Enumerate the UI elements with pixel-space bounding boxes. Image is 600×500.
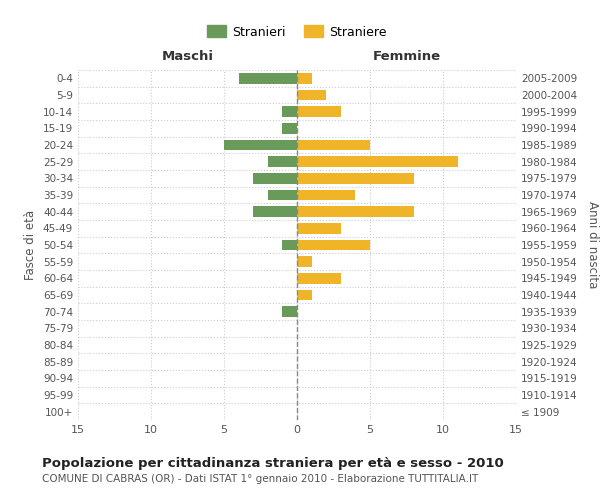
Bar <box>297 156 458 167</box>
Bar <box>297 290 311 300</box>
Bar <box>268 156 297 167</box>
Bar <box>297 240 370 250</box>
Bar <box>283 106 297 117</box>
Bar <box>297 223 341 234</box>
Bar <box>283 306 297 317</box>
Y-axis label: Fasce di età: Fasce di età <box>25 210 37 280</box>
Bar <box>283 123 297 134</box>
Bar <box>297 256 311 267</box>
Bar <box>297 190 355 200</box>
Bar <box>297 173 414 184</box>
Bar <box>283 240 297 250</box>
Text: Popolazione per cittadinanza straniera per età e sesso - 2010: Popolazione per cittadinanza straniera p… <box>42 458 504 470</box>
Legend: Stranieri, Straniere: Stranieri, Straniere <box>202 20 392 44</box>
Bar <box>297 73 311 84</box>
Bar <box>297 273 341 284</box>
Y-axis label: Anni di nascita: Anni di nascita <box>586 202 599 288</box>
Text: Femmine: Femmine <box>373 50 440 63</box>
Bar <box>253 173 297 184</box>
Bar <box>297 90 326 101</box>
Bar <box>239 73 297 84</box>
Text: COMUNE DI CABRAS (OR) - Dati ISTAT 1° gennaio 2010 - Elaborazione TUTTITALIA.IT: COMUNE DI CABRAS (OR) - Dati ISTAT 1° ge… <box>42 474 478 484</box>
Bar <box>297 206 414 217</box>
Bar <box>253 206 297 217</box>
Text: Maschi: Maschi <box>161 50 214 63</box>
Bar <box>224 140 297 150</box>
Bar <box>297 106 341 117</box>
Bar <box>297 140 370 150</box>
Bar <box>268 190 297 200</box>
